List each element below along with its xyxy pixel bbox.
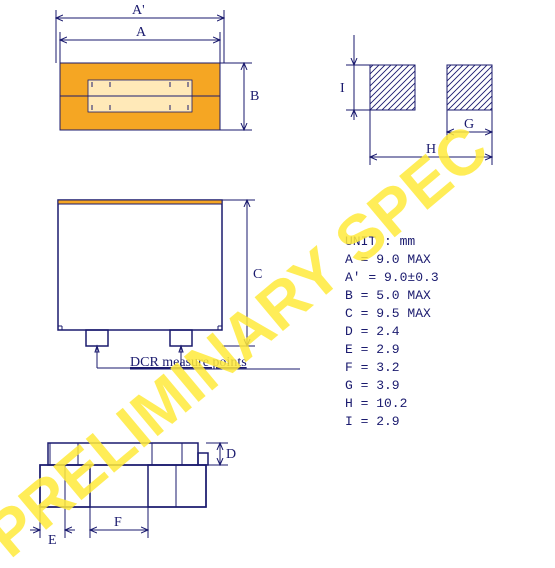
spec-line-6: F = 3.2 (345, 360, 400, 375)
dim-label-i: I (340, 81, 345, 96)
spec-line-8: H = 10.2 (345, 396, 407, 411)
spec-line-5: E = 2.9 (345, 342, 400, 357)
spec-line-7: G = 3.9 (345, 378, 400, 393)
dim-label-b: B (250, 89, 259, 104)
dim-label-aprime: A' (132, 3, 145, 18)
spec-line-4: D = 2.4 (345, 324, 400, 339)
dim-label-f: F (114, 515, 122, 530)
watermark-text: PRELIMINARY SPEC (0, 111, 501, 568)
spec-line-2: B = 5.0 MAX (345, 288, 431, 303)
spec-line-3: C = 9.5 MAX (345, 306, 431, 321)
dim-label-d: D (226, 447, 236, 462)
dim-label-a: A (136, 25, 147, 40)
top-view: A' A B (56, 3, 259, 130)
spec-line-9: I = 2.9 (345, 414, 400, 429)
drawing-canvas: A' A B C DCR measure poin (0, 0, 555, 568)
